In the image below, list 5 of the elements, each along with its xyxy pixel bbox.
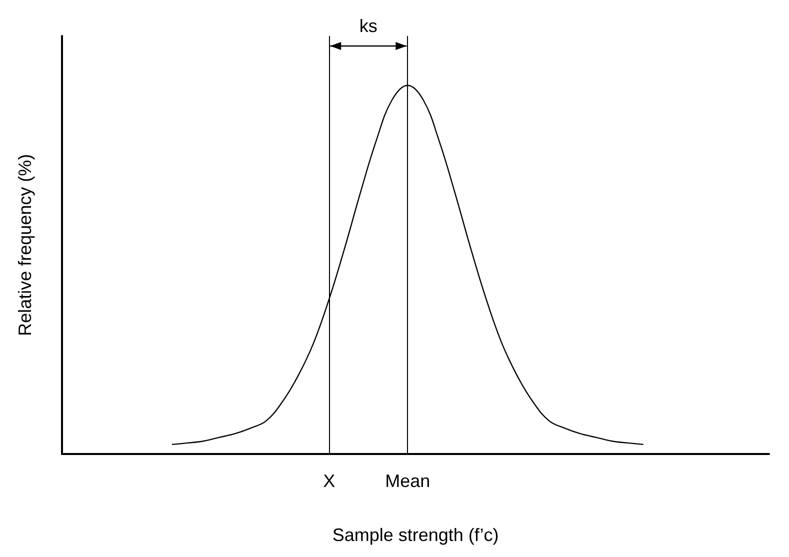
text: ks <box>359 16 378 36</box>
y-axis-title: Relative frequency (%) <box>15 154 35 336</box>
x-tick-label: Mean <box>385 471 430 491</box>
x-tick-label: X <box>323 471 336 491</box>
x-axis-title: Sample strength (f’c) <box>332 525 499 545</box>
